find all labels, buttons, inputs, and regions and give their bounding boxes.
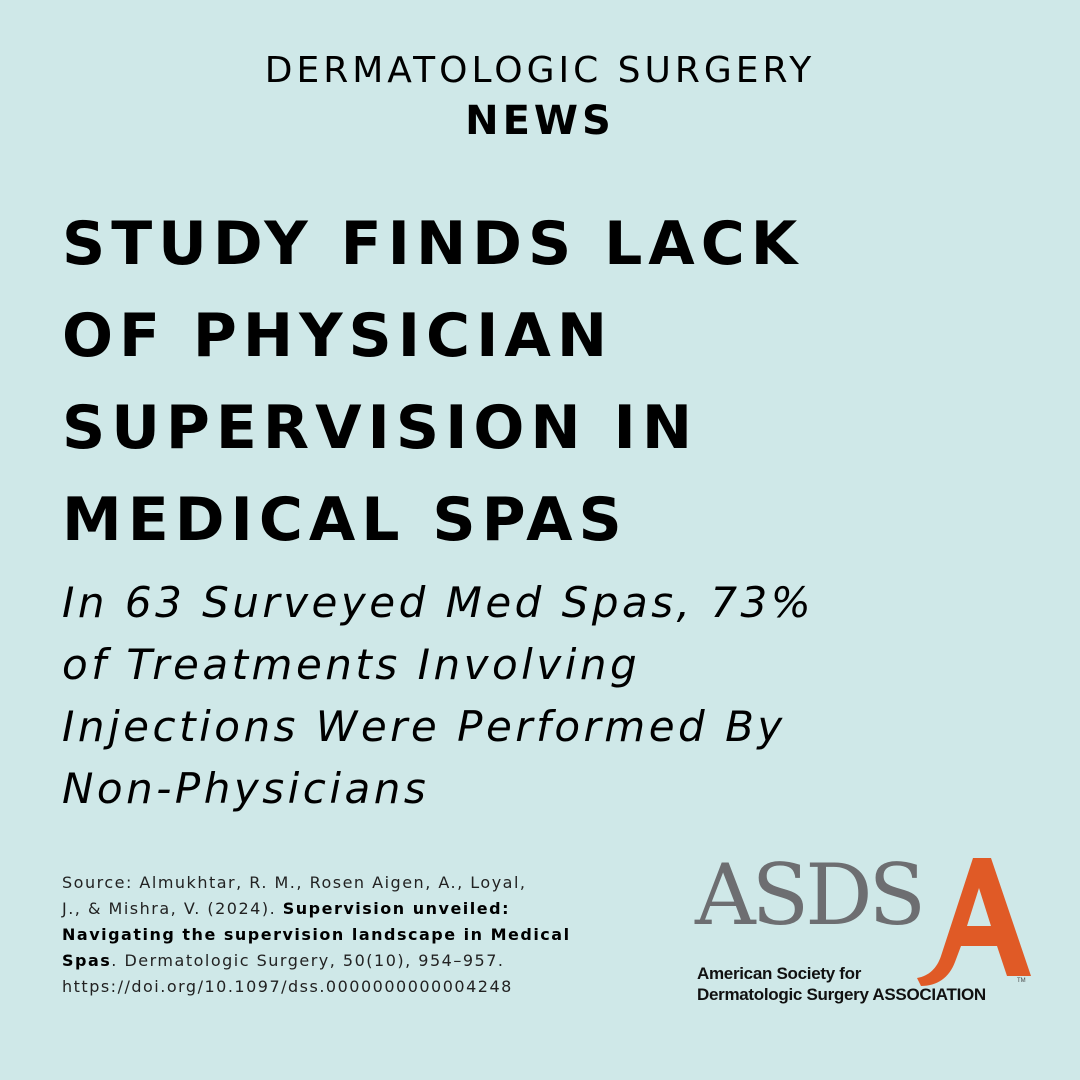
source-line: Navigating the supervision landscape in … bbox=[62, 922, 682, 948]
headline-line: MEDICAL SPAS bbox=[62, 485, 628, 555]
headline-line: SUPERVISION IN bbox=[62, 393, 699, 463]
subheadline-line: In 63 Surveyed Med Spas, 73% bbox=[62, 578, 815, 627]
headline-line: OF PHYSICIAN bbox=[62, 301, 614, 371]
source-line: J., & Mishra, V. (2024). Supervision unv… bbox=[62, 896, 682, 922]
section-label: NEWS bbox=[465, 98, 615, 144]
source-citation: Source: Almukhtar, R. M., Rosen Aigen, A… bbox=[62, 870, 682, 1000]
source-authors: J., & Mishra, V. (2024). bbox=[62, 899, 283, 918]
subheadline-line: Injections Were Performed By bbox=[62, 702, 786, 751]
source-journal: . Dermatologic Surgery, 50(10), 954–957. bbox=[111, 951, 505, 970]
asds-logo: ASDS TM American Society for Dermatologi… bbox=[695, 850, 1035, 1020]
source-line: Spas. Dermatologic Surgery, 50(10), 954–… bbox=[62, 948, 682, 974]
logo-text-line: American Society for bbox=[697, 964, 862, 983]
subheadline-line: of Treatments Involving bbox=[62, 640, 641, 689]
logo-trademark: TM bbox=[1017, 978, 1026, 984]
logo-organization-name: American Society for Dermatologic Surger… bbox=[697, 963, 1027, 1005]
logo-letters: ASDS bbox=[695, 846, 926, 944]
logo-text-line: Dermatologic Surgery ASSOCIATION bbox=[697, 985, 986, 1004]
logo-a-mark-icon bbox=[917, 858, 1031, 986]
source-title: Spas bbox=[62, 951, 112, 970]
headline-line: STUDY FINDS LACK bbox=[62, 209, 804, 279]
subheadline-line: Non-Physicians bbox=[62, 764, 430, 813]
source-title: Supervision unveiled: bbox=[282, 899, 510, 918]
source-title: Navigating the supervision landscape in … bbox=[62, 925, 571, 944]
publication-name: DERMATOLOGIC SURGERY bbox=[264, 50, 816, 91]
subheadline: In 63 Surveyed Med Spas, 73% of Treatmen… bbox=[62, 572, 922, 820]
source-doi: https://doi.org/10.1097/dss.000000000000… bbox=[62, 977, 513, 996]
source-line: Source: Almukhtar, R. M., Rosen Aigen, A… bbox=[62, 873, 527, 892]
headline: STUDY FINDS LACK OF PHYSICIAN SUPERVISIO… bbox=[62, 198, 962, 566]
